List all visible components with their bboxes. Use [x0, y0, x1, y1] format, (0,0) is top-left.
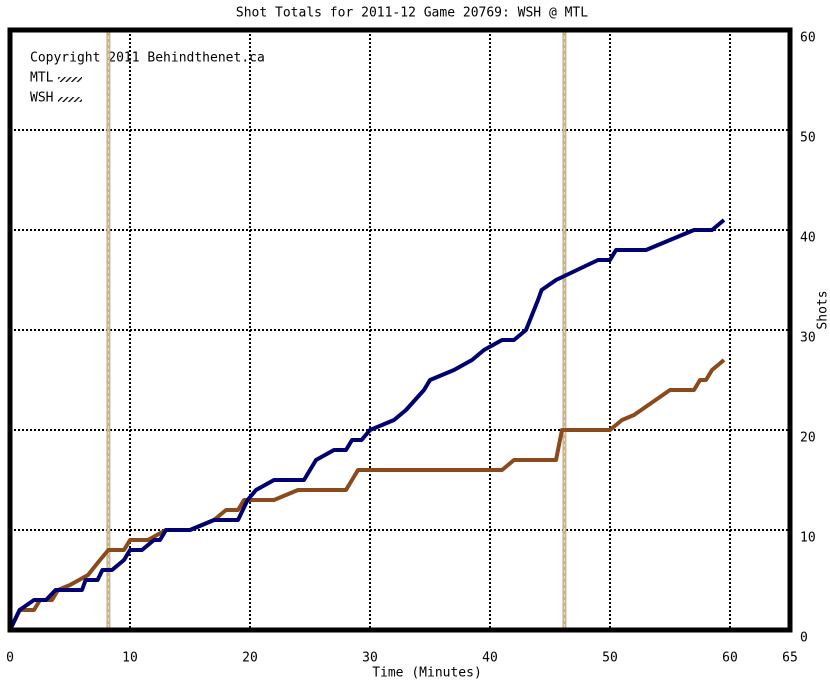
x-tick-label: 30: [362, 651, 378, 666]
x-tick-label: 0: [6, 651, 14, 666]
series-line: [8, 218, 726, 631]
legend-swatch: [58, 77, 82, 82]
y-tick-label: 30: [800, 331, 816, 346]
y-tick-label: 50: [800, 131, 816, 146]
x-tick-label: 50: [602, 651, 618, 666]
x-tick-label: 65: [782, 651, 798, 666]
y-tick-label: 60: [800, 31, 816, 46]
x-tick-label: 20: [242, 651, 258, 666]
y-tick-label: 40: [800, 231, 816, 246]
legend-swatch: [58, 97, 82, 102]
annotation: Copyright 2011 Behindthenet.ca: [30, 51, 265, 66]
series-line: [8, 358, 726, 631]
x-axis-label: Time (Minutes): [372, 666, 482, 680]
legend-label: WSH: [30, 91, 53, 106]
x-tick-label: 10: [122, 651, 138, 666]
y-tick-label: 20: [800, 431, 816, 446]
y-tick-label: 10: [800, 531, 816, 546]
x-tick-label: 40: [482, 651, 498, 666]
chart-title: Shot Totals for 2011-12 Game 20769: WSH …: [236, 6, 588, 21]
legend-label: MTL: [30, 71, 54, 86]
y-tick-label: 0: [800, 631, 808, 646]
y-axis-label: Shots: [816, 290, 830, 329]
x-tick-label: 60: [722, 651, 738, 666]
plot-frame: [7, 27, 793, 633]
